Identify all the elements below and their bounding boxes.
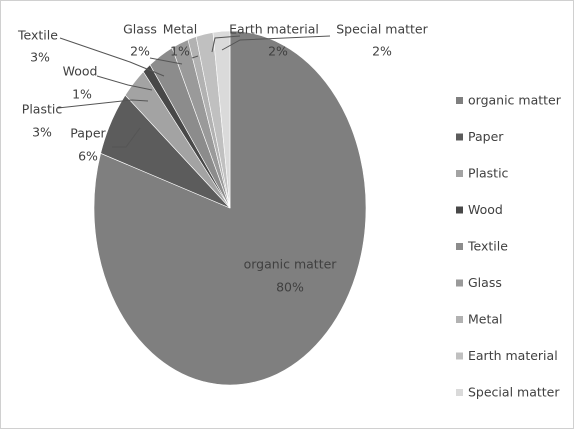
legend-label: Special matter <box>468 385 560 400</box>
legend-label: Paper <box>468 129 504 144</box>
data-label-name: Paper <box>70 126 106 141</box>
pie-slice <box>212 30 231 209</box>
data-label-value: 1% <box>72 87 92 102</box>
legend-swatch <box>456 352 463 360</box>
legend-swatch <box>456 206 463 214</box>
data-label-value: 80% <box>276 280 304 295</box>
legend-label: Textile <box>467 239 508 254</box>
legend-swatch <box>456 243 463 250</box>
legend-label: Glass <box>468 275 502 290</box>
legend-label: Earth material <box>468 348 558 363</box>
leader-line <box>57 99 149 109</box>
data-label-name: organic matter <box>244 257 338 272</box>
legend-swatch <box>456 170 463 177</box>
legend-swatch <box>456 133 463 141</box>
leader-line <box>191 55 199 59</box>
leader-line <box>112 127 141 148</box>
leader-line <box>59 37 165 77</box>
data-label-value: 1% <box>170 44 190 59</box>
data-label-name: Plastic <box>22 102 63 117</box>
data-label-value: 3% <box>32 125 52 140</box>
legend-label: Wood <box>468 202 503 217</box>
legend-swatch <box>456 316 463 323</box>
leader-line <box>149 57 183 65</box>
legend-swatch <box>456 97 463 104</box>
data-label-name: Glass <box>123 22 157 37</box>
leader-lines <box>57 35 331 148</box>
data-label-value: 2% <box>372 44 392 59</box>
leader-line <box>96 75 153 91</box>
data-label-name: Earth material <box>229 22 319 37</box>
data-label-value: 3% <box>30 50 50 65</box>
leader-line <box>211 35 241 53</box>
leader-line <box>221 35 331 51</box>
pie-slice <box>93 30 367 386</box>
data-label-value: 6% <box>78 149 98 164</box>
data-label-value: 2% <box>268 44 288 59</box>
legend-label: Plastic <box>468 166 509 181</box>
data-label-name: Metal <box>163 22 198 37</box>
data-label-name: Special matter <box>336 22 428 37</box>
data-label-name: Textile <box>17 28 58 43</box>
legend-label: Metal <box>468 312 503 327</box>
legend-swatch <box>456 389 463 396</box>
legend-swatch <box>456 279 463 287</box>
data-label-value: 2% <box>130 44 150 59</box>
legend-label: organic matter <box>468 93 562 108</box>
data-label-name: Wood <box>63 64 98 79</box>
